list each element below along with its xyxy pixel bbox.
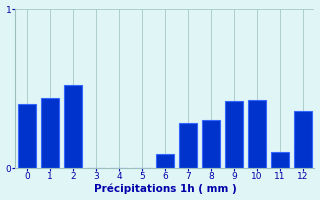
Bar (294, 111, 312, 168)
Bar (179, 123, 196, 168)
Bar (18, 104, 36, 168)
Bar (41, 98, 59, 168)
Bar (156, 154, 173, 168)
Bar (271, 152, 289, 168)
Bar (202, 120, 220, 168)
Bar (64, 85, 82, 168)
Bar (225, 101, 243, 168)
Bar (248, 100, 266, 168)
X-axis label: Précipitations 1h ( mm ): Précipitations 1h ( mm ) (93, 184, 236, 194)
